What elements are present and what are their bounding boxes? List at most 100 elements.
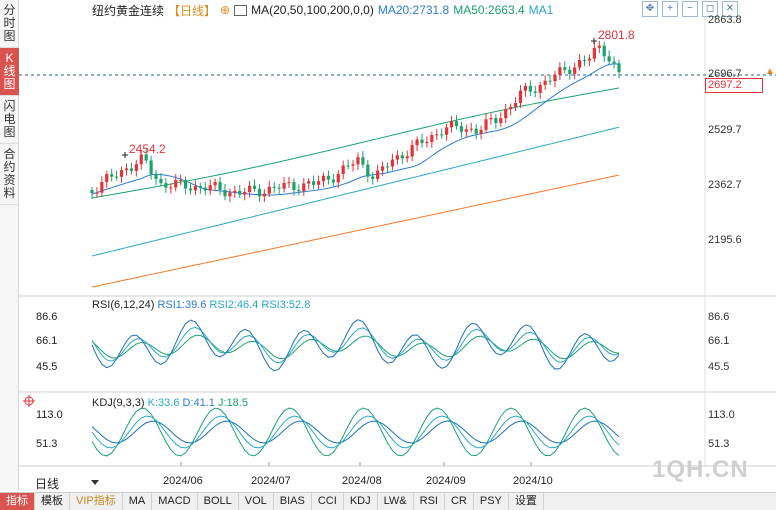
candle-body <box>366 164 370 177</box>
tab-indicators[interactable]: 指标 <box>0 493 35 510</box>
rsi-header: RSI(6,12,24) RSI1:39.6 RSI2:46.4 RSI3:52… <box>92 299 310 311</box>
crosshair-icon <box>23 395 35 407</box>
add-indicator-icon[interactable]: ⊕ <box>220 3 231 17</box>
candle-body <box>469 128 473 130</box>
candle-body <box>376 170 380 179</box>
period-dropdown[interactable]: 日线 <box>19 476 99 492</box>
ma20-value: MA20:2731.8 <box>377 3 450 17</box>
candle-body <box>371 176 375 179</box>
tab-rsi[interactable]: RSI <box>414 493 445 510</box>
kline-chart[interactable] <box>19 0 776 492</box>
candle-body <box>607 56 611 62</box>
tab-vip-indicators[interactable]: VIP指标 <box>70 493 123 510</box>
zoom-out-icon[interactable]: − <box>682 1 698 17</box>
candle-body <box>90 190 94 193</box>
close-icon[interactable]: ✕ <box>722 1 738 17</box>
candle-body <box>134 164 138 171</box>
candle-body <box>341 165 345 175</box>
tab-timeshare[interactable]: 分时图 <box>0 0 19 48</box>
candle-body <box>124 168 129 171</box>
candle-body <box>385 166 390 168</box>
tab-cr[interactable]: CR <box>445 493 474 510</box>
tab-kline[interactable]: K线图 <box>0 48 19 96</box>
zoom-in-icon[interactable]: + <box>662 1 678 17</box>
candle-body <box>233 190 237 193</box>
kdj-level-right: 113.0 <box>708 409 735 421</box>
candle-body <box>587 58 592 61</box>
price-up-arrow-icon: ▲ <box>765 66 775 77</box>
tab-kdj[interactable]: KDJ <box>344 493 378 510</box>
kdj-d-line <box>91 420 620 444</box>
candle-body <box>312 181 316 185</box>
tab-boll[interactable]: BOLL <box>198 493 239 510</box>
rsi3-line <box>91 334 620 360</box>
candle-body <box>218 181 222 190</box>
candle-body <box>292 182 296 190</box>
tab-lw[interactable]: LW& <box>378 493 414 510</box>
candle-body <box>223 189 227 197</box>
tab-contract-info[interactable]: 合约资料 <box>0 144 19 205</box>
ma50-line <box>91 87 620 199</box>
tab-bias[interactable]: BIAS <box>274 493 312 510</box>
candle-body <box>445 127 449 135</box>
candle-body <box>115 176 119 178</box>
kdj-level: 113.0 <box>36 409 63 421</box>
price-label: 2195.6 <box>708 234 742 246</box>
ma200-line <box>91 174 620 288</box>
tab-flash[interactable]: 闪电图 <box>0 96 19 144</box>
high-marker <box>591 38 597 44</box>
move-icon[interactable]: ✥ <box>642 1 658 17</box>
rsi1-line <box>91 319 620 372</box>
tab-psy[interactable]: PSY <box>474 493 509 510</box>
candle-body <box>105 174 109 182</box>
x-axis-label: 2024/10 <box>513 475 553 487</box>
candle-body <box>425 141 429 144</box>
x-axis-label: 2024/06 <box>163 475 203 487</box>
candle-body <box>459 126 463 132</box>
candle-body <box>188 188 193 191</box>
rsi1-value: RSI1:39.6 <box>157 299 207 311</box>
candle-body <box>267 186 271 194</box>
x-axis-label: 2024/09 <box>426 475 466 487</box>
candle-body <box>119 170 124 177</box>
candle-body <box>405 156 409 159</box>
chart-header: 纽约黄金连续 【日线】 ⊕ MA(20,50,100,200,0,0) MA20… <box>92 2 553 18</box>
ma-settings-icon[interactable] <box>234 4 248 16</box>
tab-cci[interactable]: CCI <box>312 493 344 510</box>
candle-body <box>499 118 503 124</box>
indicator-tab-bar: 指标 模板 VIP指标 MA MACD BOLL VOL BIAS CCI KD… <box>0 492 776 510</box>
candle-body <box>361 157 365 165</box>
candle-body <box>553 74 557 82</box>
candle-body <box>193 186 198 191</box>
candle-body <box>577 60 582 68</box>
candle-body <box>277 187 281 189</box>
tab-settings[interactable]: 设置 <box>509 493 544 510</box>
candle-body <box>169 187 173 189</box>
ma50-value: MA50:2663.4 <box>453 3 525 17</box>
reset-icon[interactable]: ◻ <box>702 1 718 17</box>
tab-vol[interactable]: VOL <box>239 493 274 510</box>
watermark: 1QH.CN <box>652 456 749 483</box>
candle-body <box>174 180 178 188</box>
candle-body <box>203 187 207 191</box>
candle-body <box>208 185 212 191</box>
candle-body <box>110 174 114 177</box>
candle-body <box>159 179 163 184</box>
rsi-level: 66.1 <box>36 335 58 347</box>
symbol-name: 纽约黄金连续 <box>92 3 165 18</box>
kdj-k-line <box>91 415 620 449</box>
candle-body <box>331 179 335 183</box>
candle-body <box>612 61 616 64</box>
tab-ma[interactable]: MA <box>123 493 153 510</box>
candle-body <box>440 134 444 136</box>
tab-templates[interactable]: 模板 <box>35 493 70 510</box>
candle-body <box>464 129 468 132</box>
candle-body <box>95 192 99 194</box>
rsi-level: 86.6 <box>36 311 58 323</box>
candle-body <box>533 91 537 93</box>
candle-body <box>307 181 311 184</box>
candle-body <box>597 45 601 48</box>
candle-body <box>568 69 572 74</box>
tab-macd[interactable]: MACD <box>152 493 198 510</box>
x-axis-label: 2024/08 <box>342 475 382 487</box>
